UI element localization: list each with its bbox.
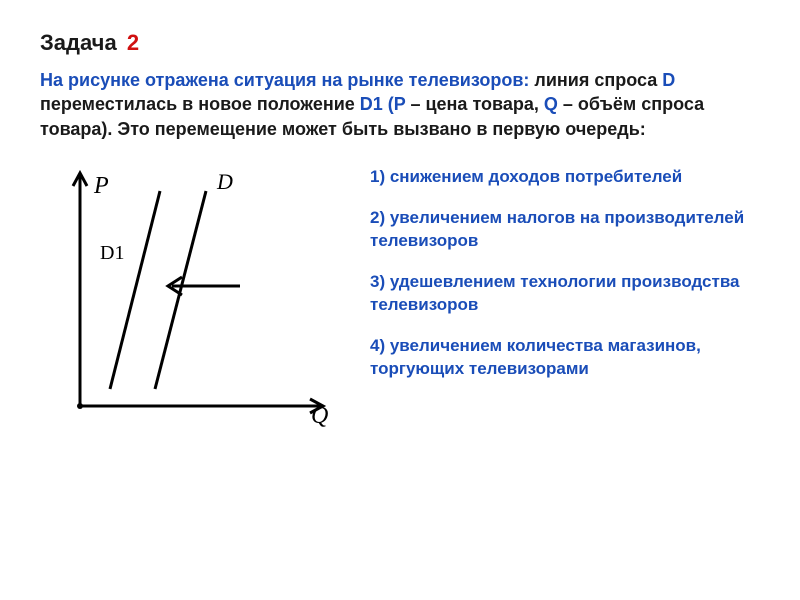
option-2: 2) увеличением налогов на производителей…: [370, 207, 760, 253]
desc-p6: – цена товара,: [405, 94, 543, 114]
title-number: 2: [127, 30, 139, 55]
desc-p7: Q: [544, 94, 558, 114]
y-axis-label: P: [93, 173, 109, 199]
desc-p3: D: [662, 70, 675, 90]
option-1: 1) снижением доходов потребителей: [370, 166, 760, 189]
d-line: [155, 191, 206, 389]
task-description: На рисунке отражена ситуация на рынке те…: [40, 68, 760, 141]
title-word: Задача: [40, 30, 117, 55]
option-3: 3) удешевлением технологии производства …: [370, 271, 760, 317]
option-4: 4) увеличением количества магазинов, тор…: [370, 335, 760, 381]
answer-options: 1) снижением доходов потребителей 2) уве…: [370, 161, 760, 441]
content-area: P Q D D1 1) снижением доходов потребител…: [40, 161, 760, 441]
origin-marker: [77, 403, 83, 409]
d-label: D: [216, 169, 233, 194]
d1-label: D1: [100, 242, 124, 264]
demand-shift-chart: P Q D D1: [40, 161, 340, 441]
d1-line: [110, 191, 160, 389]
task-title: Задача 2: [40, 30, 760, 56]
desc-p1: На рисунке отражена ситуация на рынке те…: [40, 70, 529, 90]
desc-p5: D1 (P: [360, 94, 406, 114]
desc-p2: линия спроса: [529, 70, 662, 90]
desc-p4: переместилась в новое положение: [40, 94, 360, 114]
x-axis-label: Q: [311, 403, 328, 429]
chart-svg: P Q D D1: [40, 161, 340, 441]
